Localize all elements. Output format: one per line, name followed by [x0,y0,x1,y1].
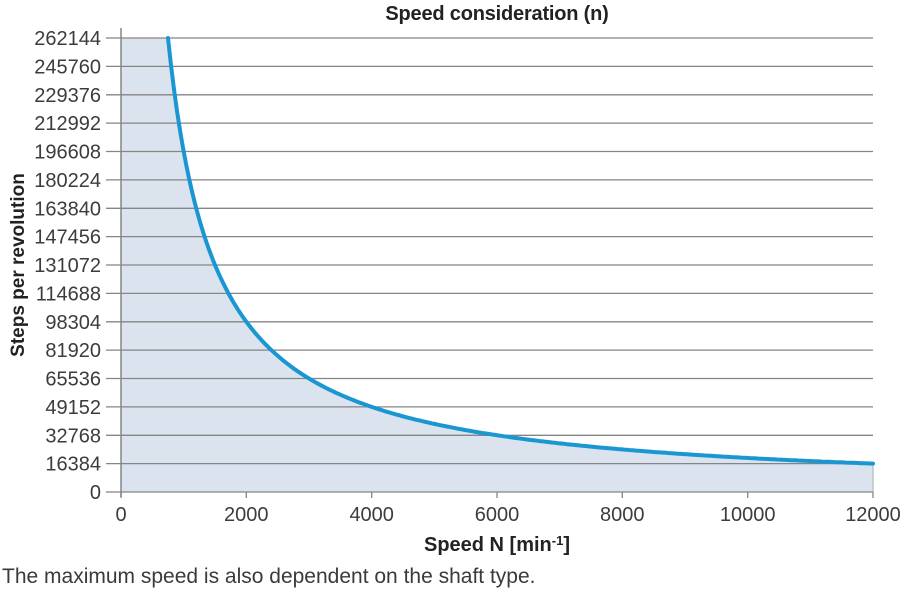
y-tick-label: 262144 [34,28,101,50]
y-tick-label: 229376 [34,85,101,107]
y-tick-label: 65536 [45,369,101,391]
y-tick-label: 0 [90,482,101,504]
x-tick-label: 4000 [349,504,394,526]
y-tick-label: 147456 [34,227,101,249]
y-tick-label: 81920 [45,340,101,362]
y-tick-label: 114688 [36,283,101,305]
y-tick-label: 16384 [45,454,101,476]
x-tick-label: 6000 [475,504,520,526]
x-axis-title: Speed N [min-1] [121,533,873,557]
x-tick-label: 10000 [720,504,776,526]
x-tick-label: 12000 [845,504,901,526]
x-tick-label: 8000 [600,504,645,526]
x-axis-title-base: Speed N [min [423,534,552,556]
y-tick-label: 212992 [34,113,101,135]
y-tick-label: 32768 [45,425,101,447]
y-tick-label: 245760 [34,56,101,78]
x-tick-label: 0 [115,504,126,526]
y-tick-label: 180224 [34,170,101,192]
y-tick-label: 98304 [45,312,101,334]
chart-plot-area: 0 16384 32768 49152 65536 81920 98304 114688 131… [34,28,901,526]
figure-caption: The maximum speed is also dependent on t… [2,565,536,588]
y-tick-label: 131072 [34,255,101,277]
y-tick-label: 49152 [45,397,101,419]
y-tick-label: 163840 [34,198,101,220]
y-tick-label: 196608 [34,142,101,164]
chart-title: Speed consideration (n) [385,3,609,25]
x-tick-label: 2000 [224,504,269,526]
speed-curve [166,36,875,466]
x-axis-title-end: ] [563,534,571,556]
x-axis-title-superscript: -1 [551,533,564,548]
